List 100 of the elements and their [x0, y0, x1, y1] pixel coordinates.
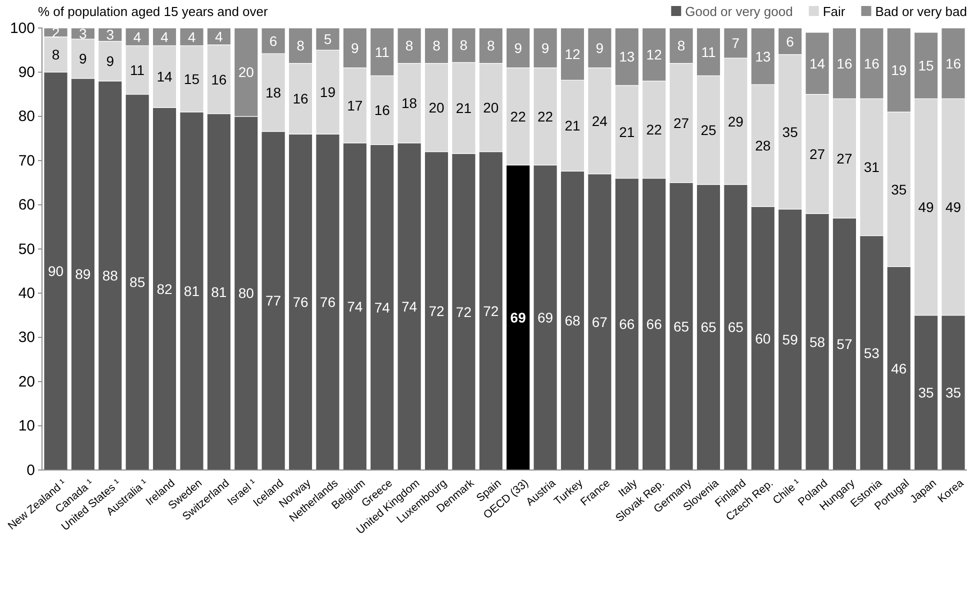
- data-label: 59: [782, 332, 798, 348]
- data-label: 72: [456, 304, 472, 320]
- data-label: 66: [646, 316, 662, 332]
- data-label: 65: [700, 319, 716, 336]
- y-tick-label: 40: [18, 285, 35, 302]
- data-label: 53: [864, 344, 880, 361]
- data-label: 35: [918, 384, 934, 401]
- data-label: 11: [701, 44, 716, 60]
- y-tick-label: 90: [18, 64, 35, 81]
- data-label: 16: [374, 102, 390, 118]
- y-tick-label: 10: [18, 418, 35, 435]
- y-tick-label: 80: [18, 108, 35, 126]
- y-axis-title: % of population aged 15 years and over: [38, 4, 268, 19]
- data-label: 35: [782, 124, 798, 140]
- data-label: 16: [836, 55, 852, 72]
- data-label: 17: [347, 97, 363, 114]
- data-label: 24: [592, 112, 608, 129]
- data-label: 76: [320, 294, 336, 310]
- data-label: 65: [673, 318, 690, 334]
- data-label: 6: [786, 33, 794, 50]
- data-label: 20: [428, 100, 444, 116]
- data-label: 65: [728, 319, 744, 336]
- data-label: 68: [564, 312, 580, 329]
- data-label: 69: [538, 310, 554, 326]
- data-label: 8: [296, 38, 305, 54]
- data-label: 85: [130, 274, 146, 290]
- data-label: 18: [266, 84, 282, 101]
- data-label: 57: [836, 336, 852, 352]
- data-label: 8: [432, 38, 441, 54]
- data-label: 58: [809, 334, 826, 350]
- data-label: 90: [48, 263, 64, 280]
- data-label: 88: [102, 268, 118, 284]
- data-label: 4: [160, 28, 169, 45]
- data-label: 27: [809, 146, 826, 162]
- data-label: 18: [402, 95, 418, 112]
- y-tick-label: 0: [26, 462, 35, 479]
- data-label: 27: [673, 115, 690, 132]
- data-label: 20: [483, 100, 499, 116]
- data-label: 81: [184, 282, 200, 299]
- data-label: 16: [864, 55, 880, 72]
- data-label: 80: [238, 285, 254, 302]
- data-label: 13: [755, 48, 771, 64]
- data-label: 9: [351, 40, 360, 56]
- data-label: 12: [646, 46, 662, 63]
- data-label: 31: [864, 159, 880, 176]
- data-label: 19: [891, 62, 907, 78]
- data-label: 8: [405, 38, 414, 54]
- data-label: 15: [184, 70, 200, 87]
- data-label: 49: [918, 199, 934, 216]
- data-label: 67: [592, 314, 608, 330]
- data-label: 12: [564, 46, 580, 62]
- y-tick-label: 70: [18, 152, 35, 170]
- data-label: 11: [374, 44, 390, 60]
- data-label: 14: [156, 68, 173, 85]
- y-tick-label: 30: [18, 329, 35, 346]
- data-label: 81: [211, 284, 227, 300]
- y-tick-label: 100: [10, 20, 35, 37]
- data-label: 29: [728, 113, 744, 130]
- data-label: 66: [619, 316, 635, 332]
- data-label: 16: [211, 71, 227, 88]
- data-label: 8: [460, 37, 468, 54]
- data-label: 8: [677, 38, 686, 54]
- y-tick-label: 60: [18, 196, 35, 214]
- data-label: 72: [428, 302, 444, 319]
- data-label: 49: [945, 199, 962, 216]
- data-label: 35: [891, 181, 907, 198]
- data-label: 6: [269, 32, 278, 49]
- text: Good or very good: [685, 4, 793, 19]
- data-label: 9: [596, 40, 604, 56]
- data-label: 21: [619, 124, 635, 140]
- data-label: 4: [133, 28, 142, 45]
- data-label: 35: [945, 384, 962, 401]
- data-label: 14: [809, 55, 826, 72]
- data-label: 22: [510, 108, 526, 124]
- data-label: 9: [541, 40, 550, 56]
- data-label: 2: [52, 24, 60, 40]
- data-label: 13: [619, 48, 635, 65]
- data-label: 25: [700, 122, 716, 138]
- data-label: 9: [514, 40, 522, 56]
- data-label: 82: [156, 280, 173, 297]
- data-label: 16: [945, 55, 962, 72]
- legend-label: Bad or very bad: [875, 4, 967, 19]
- data-label: 77: [266, 292, 282, 309]
- data-label: 9: [79, 50, 88, 67]
- data-label: 89: [75, 266, 91, 282]
- data-label: 27: [836, 150, 852, 166]
- data-label: 11: [130, 62, 145, 78]
- data-label: 3: [106, 26, 114, 43]
- data-label: 4: [188, 28, 196, 45]
- data-label: 76: [292, 294, 309, 310]
- y-tick-label: 50: [18, 240, 35, 258]
- data-label: 9: [106, 53, 114, 70]
- data-label: 21: [564, 118, 580, 134]
- data-label: 15: [918, 58, 934, 74]
- data-label: 74: [402, 298, 418, 314]
- data-label: 20: [238, 64, 254, 80]
- data-label: 74: [347, 298, 363, 314]
- data-label: 21: [456, 100, 472, 116]
- data-label: 28: [755, 138, 771, 154]
- data-label: 7: [732, 35, 740, 52]
